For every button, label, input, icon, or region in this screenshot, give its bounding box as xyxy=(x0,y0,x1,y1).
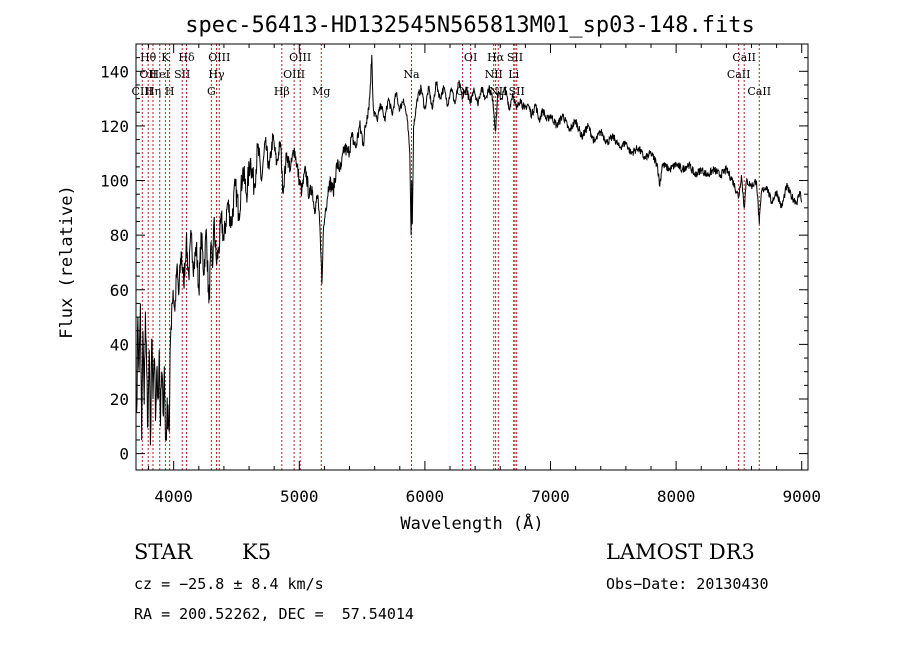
line-marker-label: Mg xyxy=(312,85,330,98)
x-tick-label: 9000 xyxy=(782,487,821,506)
y-tick-label: 100 xyxy=(100,172,129,191)
x-tick-label: 6000 xyxy=(406,487,445,506)
y-tick-label: 0 xyxy=(119,445,129,464)
line-marker-label: Hη xyxy=(145,85,161,98)
y-axis-ticks: 0 20 40 60 80 100 120 140 xyxy=(100,57,808,464)
x-axis-label: Wavelength (Å) xyxy=(400,512,543,534)
line-marker-label: NII xyxy=(485,68,503,81)
y-tick-label: 60 xyxy=(110,281,129,300)
y-tick-label: 20 xyxy=(110,390,129,409)
line-marker-label: H xyxy=(165,85,175,98)
object-subclass: K5 xyxy=(242,540,271,564)
line-marker-label: SII xyxy=(174,68,190,81)
chart-title: spec-56413-HD132545N565813M01_sp03-148.f… xyxy=(185,13,755,38)
line-marker-label: Na xyxy=(403,68,420,81)
spectrum-line xyxy=(136,54,803,446)
plot-frame xyxy=(135,43,809,471)
line-marker-label: K xyxy=(161,51,170,64)
line-marker-label: CaII xyxy=(727,68,751,81)
x-tick-label: 8000 xyxy=(657,487,696,506)
x-axis-ticks: 4000 5000 6000 7000 8000 9000 xyxy=(148,44,821,506)
coordinates: RA = 200.52262, DEC = 57.54014 xyxy=(134,605,414,623)
x-tick-label: 7000 xyxy=(531,487,570,506)
line-marker-label: Hβ xyxy=(274,85,290,98)
line-marker-label: HeI xyxy=(150,68,170,81)
y-tick-label: 80 xyxy=(110,226,129,245)
line-marker-label: SII xyxy=(509,85,525,98)
line-marker-label: G xyxy=(207,85,216,98)
line-marker-label: CaII xyxy=(747,85,771,98)
y-tick-label: 40 xyxy=(110,335,129,354)
line-marker-label: Hθ xyxy=(140,51,157,64)
line-marker-label: Hγ xyxy=(208,68,225,81)
line-marker-label: CaII xyxy=(732,51,756,64)
redshift-info: cz = −25.8 ± 8.4 km/s xyxy=(134,575,324,593)
x-tick-label: 4000 xyxy=(154,487,193,506)
line-marker-label: OIII xyxy=(208,51,230,64)
line-marker-labels-group: CIIIHθOIIHηHeIKHSIIHδGHγOIIIHβOIIIOIIIMg… xyxy=(132,51,772,98)
line-marker-label: SII xyxy=(507,51,523,64)
y-axis-label: Flux (relative) xyxy=(57,185,77,339)
line-marker-label: CIII xyxy=(132,85,153,98)
obs-date: Obs−Date: 20130430 xyxy=(606,575,769,593)
line-marker-label: Li xyxy=(508,68,519,81)
line-marker-label: Hα xyxy=(487,51,505,64)
line-marker-label: OIII xyxy=(289,51,311,64)
survey-name: LAMOST DR3 xyxy=(606,540,755,564)
line-marker-label: OI xyxy=(464,51,477,64)
y-tick-label: 140 xyxy=(100,62,129,81)
object-class: STAR xyxy=(134,540,193,564)
line-marker-label: OIII xyxy=(283,68,305,81)
x-tick-label: 5000 xyxy=(280,487,319,506)
y-tick-label: 120 xyxy=(100,117,129,136)
line-marker-label: Hδ xyxy=(178,51,195,64)
